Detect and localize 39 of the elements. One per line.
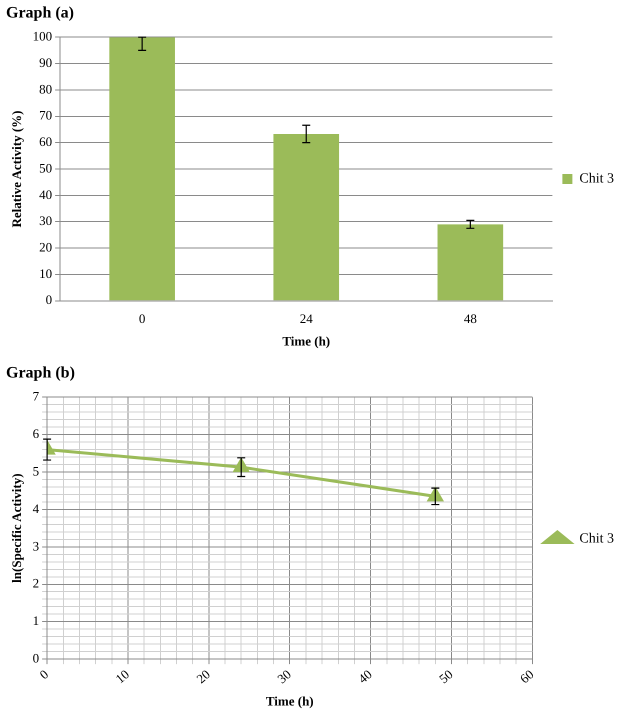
y-tick-label: 0 [32,650,40,666]
y-tick-label: 2 [32,576,40,591]
legend-label: Chit 3 [579,532,614,547]
y-tick-label: 4 [32,500,40,516]
y-tick-label: 5 [32,463,40,478]
y-tick-label: 40 [39,186,52,202]
y-axis-title: Relative Activity (%) [9,110,24,228]
chart-title: Graph (b) [6,364,75,382]
legend-label: Chit 3 [579,172,614,187]
y-tick-label: 50 [39,160,52,176]
x-tick-label: 60 [516,666,536,686]
y-tick-label: 6 [32,426,40,442]
y-tick-label: 0 [46,292,52,308]
bar [273,134,340,300]
x-axis-title: Time (h) [282,334,330,349]
x-tick-label: 50 [436,666,456,686]
x-axis-title: Time (h) [266,694,314,709]
y-tick-label: 60 [39,134,52,150]
y-tick-label: 80 [39,81,52,96]
y-axis-title: ln(Specific Activity) [9,473,24,583]
chart-title: Graph (a) [6,4,74,22]
x-tick-label: 0 [138,311,146,326]
x-tick-label: 10 [112,666,132,686]
y-tick-label: 70 [39,108,52,123]
x-tick-label: 20 [193,666,213,686]
y-tick-label: 1 [32,613,40,628]
y-tick-label: 90 [39,54,52,70]
x-tick-label: 48 [464,311,477,326]
y-tick-label: 3 [32,538,40,554]
y-tick-label: 100 [32,28,52,44]
y-tick-label: 20 [39,240,52,254]
y-tick-label: 10 [39,266,52,281]
bar [438,224,504,300]
y-tick-label: 30 [39,213,52,228]
y-tick-label: 7 [32,388,40,404]
x-tick-label: 24 [300,311,314,326]
x-tick-label: 40 [355,666,375,686]
x-tick-label: 30 [274,666,294,686]
bar [109,37,175,300]
